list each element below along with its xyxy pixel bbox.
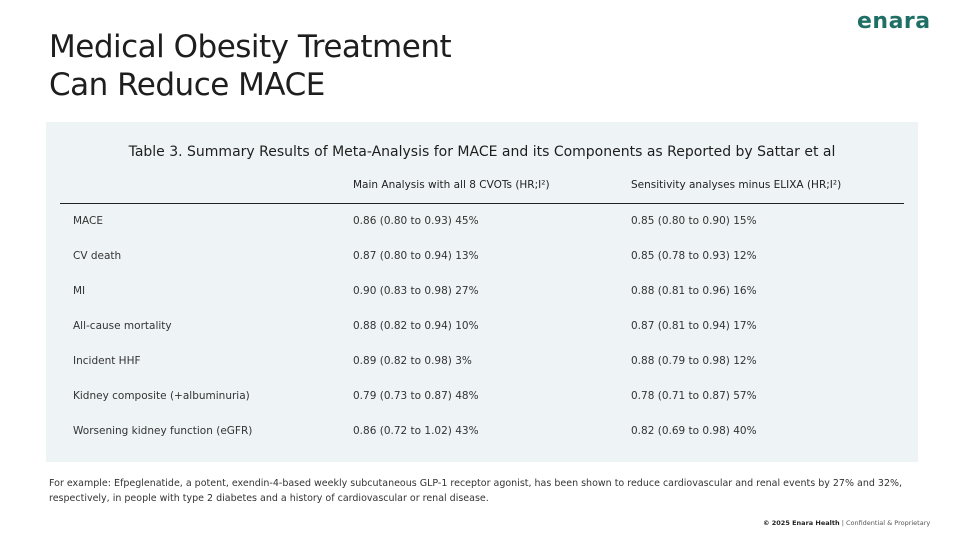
table-caption: Table 3. Summary Results of Meta-Analysi… [128,144,836,160]
title-line-1: Medical Obesity Treatment [49,29,452,65]
sensitivity-cell: 0.87 (0.81 to 0.94) 17% [631,320,757,332]
table-row: Incident HHF 0.89 (0.82 to 0.98) 3% 0.88 (… [46,355,918,375]
header-main-analysis: Main Analysis with all 8 CVOTs (HR;I²) [353,179,550,191]
row-label: Worsening kidney function (eGFR) [73,425,253,437]
table-row: Kidney composite (+albuminuria) 0.79 (0.7… [46,390,918,410]
sensitivity-cell: 0.78 (0.71 to 0.87) 57% [631,390,757,402]
main-analysis-cell: 0.89 (0.82 to 0.98) 3% [353,355,472,367]
table-row: MACE 0.86 (0.80 to 0.93) 45% 0.85 (0.80 to… [46,215,918,235]
results-table: Table 3. Summary Results of Meta-Analysi… [46,122,918,462]
main-analysis-cell: 0.90 (0.83 to 0.98) 27% [353,285,479,297]
table-row: MI 0.90 (0.83 to 0.98) 27% 0.88 (0.81 to 0… [46,285,918,305]
table-row: CV death 0.87 (0.80 to 0.94) 13% 0.85 (0.7… [46,250,918,270]
sensitivity-cell: 0.88 (0.81 to 0.96) 16% [631,285,757,297]
header-rule [60,203,904,204]
sensitivity-cell: 0.88 (0.79 to 0.98) 12% [631,355,757,367]
main-analysis-cell: 0.87 (0.80 to 0.94) 13% [353,250,479,262]
table-row: Worsening kidney function (eGFR) 0.86 (0.… [46,425,918,445]
header-sensitivity: Sensitivity analyses minus ELIXA (HR;I²) [631,179,842,191]
title-line-2: Can Reduce MACE [49,67,325,103]
slide-title: Medical Obesity Treatment Can Reduce MAC… [49,28,452,104]
main-analysis-cell: 0.86 (0.72 to 1.02) 43% [353,425,479,437]
enara-logo: enara [857,9,931,34]
row-label: All-cause mortality [73,320,172,332]
row-label: CV death [73,250,122,262]
sensitivity-cell: 0.82 (0.69 to 0.98) 40% [631,425,757,437]
row-label: MI [73,285,86,297]
footer-confidential: | Confidential & Proprietary [839,519,931,527]
footnote: For example: Efpeglenatide, a potent, ex… [49,478,903,504]
row-label: MACE [73,215,104,227]
main-analysis-cell: 0.86 (0.80 to 0.93) 45% [353,215,479,227]
sensitivity-cell: 0.85 (0.80 to 0.90) 15% [631,215,757,227]
footer: © 2025 Enara Health | Confidential & Pro… [763,519,930,527]
footer-company: © 2025 Enara Health [763,519,840,527]
row-label: Incident HHF [73,355,141,367]
row-label: Kidney composite (+albuminuria) [73,390,250,402]
main-analysis-cell: 0.79 (0.73 to 0.87) 48% [353,390,479,402]
sensitivity-cell: 0.85 (0.78 to 0.93) 12% [631,250,757,262]
table-row: All-cause mortality 0.88 (0.82 to 0.94) 1… [46,320,918,340]
main-analysis-cell: 0.88 (0.82 to 0.94) 10% [353,320,479,332]
